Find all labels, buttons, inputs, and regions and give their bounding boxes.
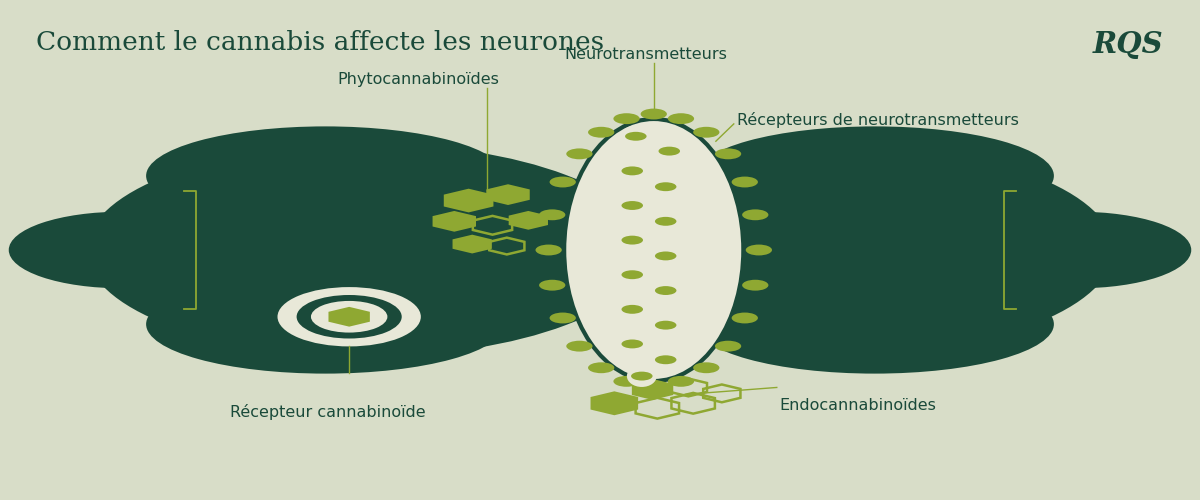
Circle shape: [588, 127, 614, 138]
Circle shape: [566, 340, 593, 351]
Circle shape: [659, 146, 680, 156]
Circle shape: [668, 376, 694, 387]
Ellipse shape: [617, 229, 647, 251]
Text: Comment le cannabis affecte les neurones: Comment le cannabis affecte les neurones: [36, 30, 605, 55]
Ellipse shape: [617, 298, 647, 320]
Circle shape: [613, 376, 640, 387]
Circle shape: [694, 362, 720, 373]
Circle shape: [622, 305, 643, 314]
Ellipse shape: [86, 144, 648, 356]
Circle shape: [715, 148, 742, 160]
Ellipse shape: [8, 212, 235, 288]
Polygon shape: [509, 211, 548, 230]
Ellipse shape: [146, 126, 504, 226]
Ellipse shape: [552, 144, 1114, 356]
Ellipse shape: [617, 264, 647, 285]
Polygon shape: [632, 380, 672, 399]
Text: RQS: RQS: [1093, 30, 1164, 59]
Circle shape: [655, 286, 677, 295]
Circle shape: [745, 244, 772, 256]
Circle shape: [641, 108, 667, 120]
Circle shape: [539, 280, 565, 290]
Polygon shape: [432, 211, 476, 232]
Circle shape: [715, 340, 742, 351]
Circle shape: [588, 362, 614, 373]
Circle shape: [625, 132, 647, 140]
Ellipse shape: [654, 140, 684, 162]
Circle shape: [655, 252, 677, 260]
Ellipse shape: [620, 126, 650, 147]
Circle shape: [631, 372, 653, 380]
Ellipse shape: [650, 245, 680, 267]
Ellipse shape: [146, 274, 504, 374]
Circle shape: [742, 210, 768, 220]
Ellipse shape: [617, 194, 647, 216]
Circle shape: [668, 113, 694, 124]
Ellipse shape: [696, 126, 1054, 226]
Circle shape: [622, 236, 643, 244]
Text: Endocannabinoïdes: Endocannabinoïdes: [779, 398, 936, 413]
Ellipse shape: [617, 160, 647, 182]
Circle shape: [296, 295, 402, 339]
Circle shape: [566, 148, 593, 160]
Circle shape: [550, 312, 576, 324]
Circle shape: [694, 127, 720, 138]
Text: Neurone émetteur: Neurone émetteur: [98, 241, 271, 259]
Polygon shape: [486, 184, 529, 205]
Ellipse shape: [564, 119, 743, 381]
Circle shape: [622, 270, 643, 279]
Circle shape: [622, 201, 643, 210]
Circle shape: [311, 301, 388, 332]
Ellipse shape: [696, 274, 1054, 374]
Circle shape: [539, 210, 565, 220]
Circle shape: [655, 182, 677, 191]
Circle shape: [550, 176, 576, 188]
Circle shape: [742, 280, 768, 290]
Circle shape: [613, 113, 640, 124]
Circle shape: [622, 166, 643, 175]
Text: Neurotransmetteurs: Neurotransmetteurs: [564, 47, 727, 62]
Ellipse shape: [650, 210, 680, 232]
Circle shape: [277, 287, 421, 346]
Circle shape: [535, 244, 562, 256]
Polygon shape: [444, 188, 493, 212]
Polygon shape: [329, 307, 370, 326]
Ellipse shape: [650, 280, 680, 301]
Ellipse shape: [650, 314, 680, 336]
Ellipse shape: [887, 218, 1042, 282]
Circle shape: [655, 320, 677, 330]
Text: Récepteurs de neurotransmetteurs: Récepteurs de neurotransmetteurs: [737, 112, 1019, 128]
Circle shape: [732, 176, 758, 188]
Circle shape: [655, 217, 677, 226]
Circle shape: [655, 356, 677, 364]
Ellipse shape: [617, 333, 647, 355]
Circle shape: [622, 340, 643, 348]
Circle shape: [641, 380, 667, 392]
Ellipse shape: [965, 212, 1192, 288]
Circle shape: [732, 312, 758, 324]
Polygon shape: [452, 234, 492, 254]
Text: Récepteur cannabinoïde: Récepteur cannabinoïde: [230, 404, 426, 420]
Text: Phytocannabinoïdes: Phytocannabinoïdes: [337, 72, 499, 87]
Ellipse shape: [650, 349, 680, 370]
Ellipse shape: [626, 365, 656, 387]
Text: Neurone récepteur: Neurone récepteur: [924, 241, 1102, 259]
Polygon shape: [592, 392, 637, 414]
Ellipse shape: [650, 176, 680, 198]
Ellipse shape: [158, 218, 313, 282]
